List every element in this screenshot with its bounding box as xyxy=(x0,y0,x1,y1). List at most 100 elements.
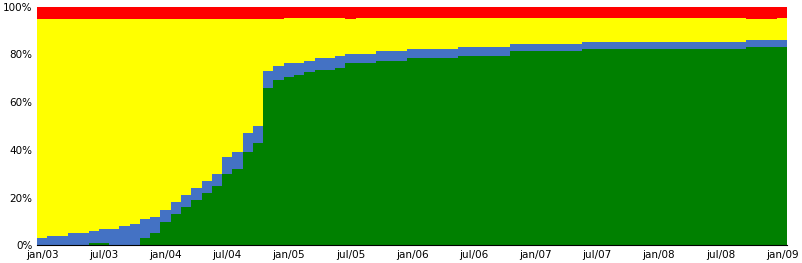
Bar xyxy=(263,88,273,245)
Bar xyxy=(767,19,777,40)
Bar xyxy=(561,7,571,18)
Bar xyxy=(376,7,387,18)
Bar xyxy=(253,7,263,19)
Bar xyxy=(643,7,654,18)
Bar xyxy=(273,80,284,245)
Bar xyxy=(160,7,171,19)
Bar xyxy=(99,243,109,245)
Bar xyxy=(756,19,767,40)
Bar xyxy=(726,18,735,42)
Bar xyxy=(88,231,99,243)
Bar xyxy=(551,44,561,51)
Bar xyxy=(613,7,623,18)
Bar xyxy=(263,71,273,88)
Bar xyxy=(592,18,602,42)
Bar xyxy=(664,7,674,18)
Bar xyxy=(674,42,684,49)
Bar xyxy=(109,19,119,229)
Bar xyxy=(777,7,788,18)
Bar xyxy=(602,49,613,245)
Bar xyxy=(664,18,674,42)
Bar xyxy=(109,7,119,19)
Bar xyxy=(355,63,366,245)
Bar xyxy=(355,18,366,54)
Bar xyxy=(767,40,777,47)
Bar xyxy=(273,66,284,80)
Bar xyxy=(222,19,233,157)
Bar xyxy=(479,18,489,47)
Bar xyxy=(643,18,654,42)
Bar xyxy=(427,58,438,245)
Bar xyxy=(735,7,746,18)
Bar xyxy=(304,7,314,18)
Bar xyxy=(674,18,684,42)
Bar xyxy=(500,47,510,56)
Bar xyxy=(314,58,325,70)
Bar xyxy=(68,7,79,19)
Bar xyxy=(520,51,530,245)
Bar xyxy=(346,63,355,245)
Bar xyxy=(746,19,756,40)
Bar xyxy=(325,18,335,58)
Bar xyxy=(705,42,715,49)
Bar xyxy=(304,72,314,245)
Bar xyxy=(243,19,253,133)
Bar xyxy=(500,56,510,245)
Bar xyxy=(366,7,376,18)
Bar xyxy=(489,18,500,47)
Bar xyxy=(715,42,726,49)
Bar xyxy=(79,19,88,234)
Bar xyxy=(263,7,273,19)
Bar xyxy=(479,7,489,18)
Bar xyxy=(551,7,561,18)
Bar xyxy=(489,47,500,56)
Bar xyxy=(551,51,561,245)
Bar xyxy=(314,18,325,58)
Bar xyxy=(130,224,140,245)
Bar xyxy=(633,42,643,49)
Bar xyxy=(705,7,715,18)
Bar xyxy=(253,126,263,143)
Bar xyxy=(674,7,684,18)
Bar xyxy=(777,39,788,47)
Bar xyxy=(150,217,160,234)
Bar xyxy=(222,157,233,174)
Bar xyxy=(756,7,767,19)
Bar xyxy=(130,19,140,224)
Bar xyxy=(479,47,489,56)
Bar xyxy=(222,174,233,245)
Bar xyxy=(602,18,613,42)
Bar xyxy=(150,234,160,245)
Bar xyxy=(530,51,541,245)
Bar xyxy=(88,7,99,19)
Bar xyxy=(581,42,592,49)
Bar xyxy=(233,7,243,19)
Bar xyxy=(459,47,468,56)
Bar xyxy=(746,47,756,245)
Bar xyxy=(130,7,140,19)
Bar xyxy=(376,60,387,245)
Bar xyxy=(58,19,68,236)
Bar xyxy=(684,18,695,42)
Bar xyxy=(623,49,633,245)
Bar xyxy=(571,7,581,18)
Bar xyxy=(387,7,397,18)
Bar xyxy=(212,7,222,19)
Bar xyxy=(654,42,664,49)
Bar xyxy=(160,221,171,245)
Bar xyxy=(68,234,79,245)
Bar xyxy=(571,51,581,245)
Bar xyxy=(119,7,130,19)
Bar xyxy=(191,19,201,188)
Bar xyxy=(541,7,551,18)
Bar xyxy=(140,238,150,245)
Bar xyxy=(355,54,366,63)
Bar xyxy=(150,7,160,19)
Bar xyxy=(99,229,109,243)
Bar xyxy=(571,18,581,44)
Bar xyxy=(695,49,705,245)
Bar xyxy=(119,226,130,245)
Bar xyxy=(530,18,541,44)
Bar xyxy=(571,44,581,51)
Bar xyxy=(325,7,335,18)
